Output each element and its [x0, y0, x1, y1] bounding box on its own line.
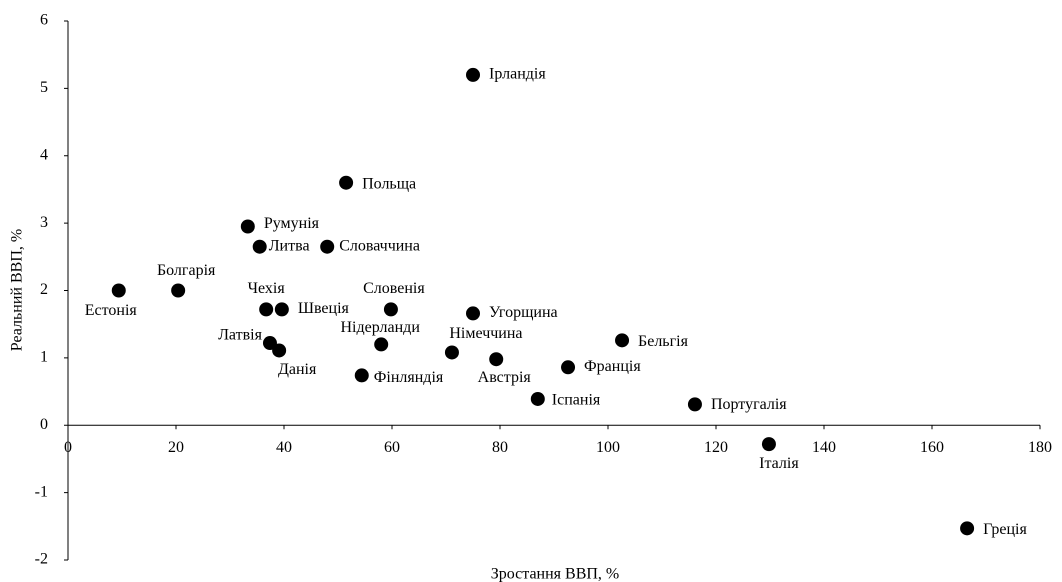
y-tick-label: 6 — [40, 12, 48, 29]
x-tick-label: 180 — [1028, 439, 1052, 456]
x-tick-label: 120 — [704, 439, 728, 456]
point — [761, 437, 776, 452]
point-label: Словаччина — [339, 237, 420, 254]
point — [111, 283, 126, 298]
point-label: Німеччина — [449, 325, 522, 342]
point-label: Румунія — [264, 215, 320, 232]
y-tick-label: 2 — [40, 281, 48, 298]
point — [687, 397, 702, 412]
point — [274, 302, 289, 317]
x-tick-label: 140 — [812, 439, 836, 456]
point-label: Португалія — [711, 396, 787, 413]
point-label: Швеція — [298, 300, 350, 317]
point — [272, 343, 287, 358]
x-tick-label: 40 — [276, 439, 292, 456]
point-label: Греція — [983, 521, 1027, 538]
point-label: Угорщина — [489, 304, 558, 321]
point-label: Естонія — [85, 302, 138, 319]
point — [171, 283, 186, 298]
point — [466, 306, 480, 321]
point-label: Франція — [584, 358, 641, 375]
point-label: Болгарія — [157, 262, 216, 279]
point — [960, 521, 975, 536]
point — [354, 368, 369, 383]
x-axis-label: Зростання ВВП, % — [491, 566, 620, 582]
x-tick-label: 60 — [384, 439, 400, 456]
x-tick-label: 100 — [596, 439, 620, 456]
point — [444, 345, 459, 360]
point — [489, 352, 504, 367]
y-tick-label: 5 — [40, 79, 48, 96]
y-tick-label: -1 — [35, 483, 48, 500]
point-label: Нідерланди — [341, 319, 421, 336]
y-tick-label: 3 — [40, 214, 48, 231]
point-label: Фінляндія — [374, 369, 444, 386]
x-tick-label: 80 — [492, 439, 508, 456]
x-tick-label: 160 — [920, 439, 944, 456]
point — [259, 302, 274, 317]
point-label: Словенія — [363, 280, 425, 297]
point — [615, 333, 630, 348]
y-tick-label: 1 — [40, 349, 48, 366]
x-tick-label: 0 — [64, 439, 72, 456]
point-label: Данія — [278, 361, 317, 378]
point — [339, 175, 354, 190]
y-tick-label: 4 — [40, 146, 48, 163]
point — [240, 219, 255, 234]
point — [561, 360, 576, 375]
point-label: Австрія — [478, 369, 532, 386]
point — [252, 239, 267, 254]
point — [466, 67, 480, 82]
point-label: Бельгія — [638, 333, 689, 350]
point-label: Іспанія — [552, 392, 601, 409]
point — [530, 391, 545, 406]
y-axis-label: Реальний ВВП, % — [9, 229, 26, 351]
point-label: Чехія — [248, 280, 286, 297]
point-label: Литва — [269, 237, 310, 254]
x-tick-label: 20 — [168, 439, 184, 456]
point-label: Італія — [759, 455, 799, 472]
point-label: Польща — [362, 175, 416, 192]
point-label: Ірландія — [489, 66, 546, 83]
point-label: Латвія — [218, 327, 263, 344]
y-tick-label: 0 — [40, 416, 48, 433]
point — [374, 337, 389, 352]
point — [383, 302, 398, 317]
y-tick-label: -2 — [35, 551, 48, 568]
point — [320, 239, 335, 254]
